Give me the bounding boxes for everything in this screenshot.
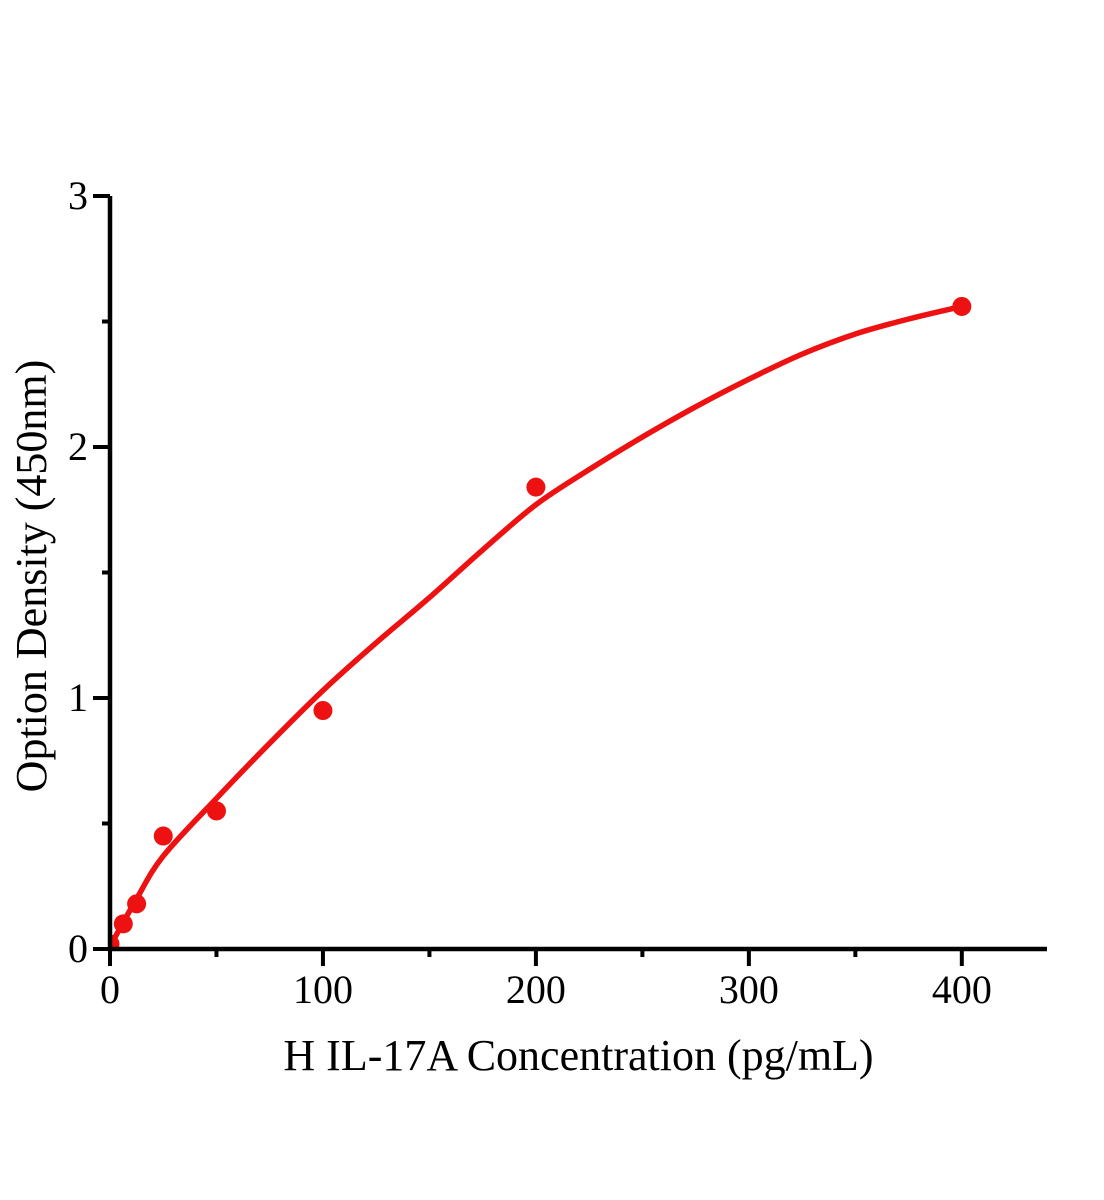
x-tick-label: 400 <box>932 967 992 1012</box>
data-point <box>127 894 147 914</box>
y-tick-label: 2 <box>68 424 88 469</box>
x-tick-label: 0 <box>100 967 120 1012</box>
data-point <box>153 826 173 846</box>
plot-content <box>110 296 972 949</box>
y-axis-title: Option Density (450nm) <box>7 359 56 793</box>
data-point <box>526 477 546 497</box>
data-point <box>206 801 226 821</box>
x-tick-label: 200 <box>506 967 566 1012</box>
x-tick-label: 300 <box>719 967 779 1012</box>
x-tick-label: 100 <box>293 967 353 1012</box>
data-point <box>952 296 972 316</box>
fit-curve <box>110 303 965 949</box>
y-tick-label: 3 <box>68 173 88 218</box>
x-axis-title: H IL-17A Concentration (pg/mL) <box>283 1031 874 1080</box>
data-point <box>110 934 120 949</box>
data-point <box>313 701 333 721</box>
y-tick-label: 1 <box>68 675 88 720</box>
axis-lines <box>107 196 1047 952</box>
y-tick-label: 0 <box>68 926 88 971</box>
data-point <box>113 914 133 934</box>
